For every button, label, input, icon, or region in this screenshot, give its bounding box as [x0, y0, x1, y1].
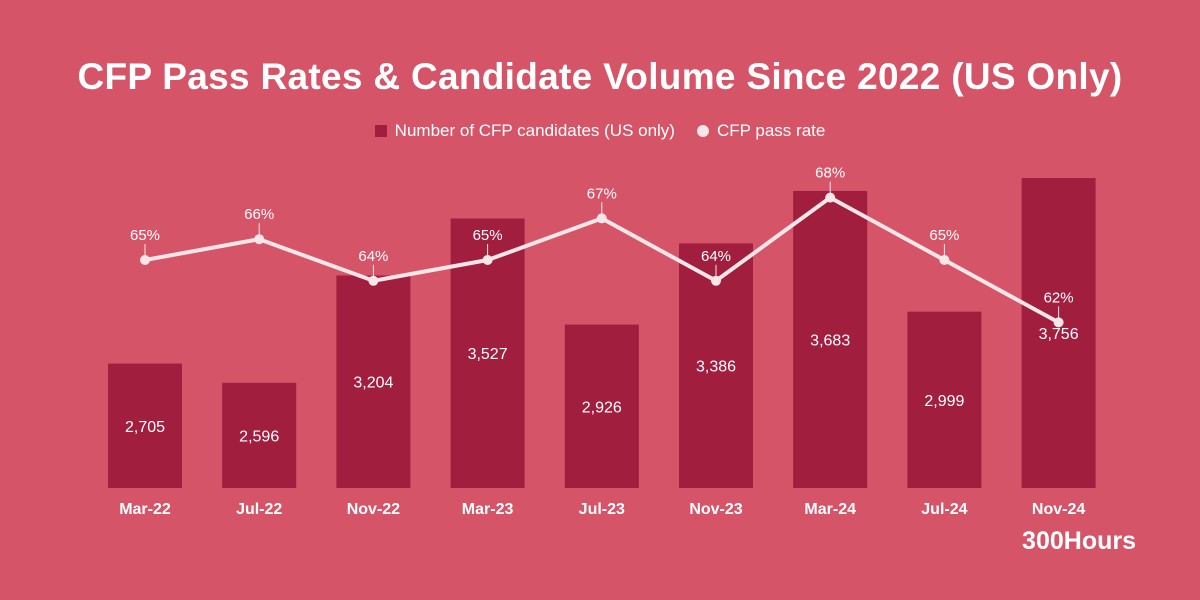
bar	[907, 311, 982, 488]
x-tick-label: Mar-22	[119, 501, 171, 518]
pass-rate-point	[254, 234, 265, 245]
pass-rate-label: 64%	[701, 248, 731, 265]
x-tick-label: Nov-23	[689, 501, 742, 518]
pass-rate-point	[482, 255, 493, 265]
pass-rate-label: 64%	[358, 248, 388, 265]
pass-rate-label: 66%	[244, 206, 274, 223]
bar-value-label: 2,596	[239, 428, 279, 445]
x-tick-label: Jul-23	[579, 501, 625, 518]
bar-value-label: 3,683	[810, 332, 850, 349]
bar-value-label: 3,204	[353, 375, 393, 392]
legend-bar-swatch	[374, 125, 387, 137]
bar	[1021, 178, 1096, 489]
legend: Number of CFP candidates (US only) CFP p…	[0, 121, 1200, 141]
pass-rate-point	[140, 255, 150, 265]
pass-rate-point	[368, 275, 379, 286]
x-tick-label: Jul-22	[236, 501, 282, 518]
pass-rate-label: 65%	[929, 227, 959, 244]
bar	[793, 190, 868, 488]
bar-value-label: 2,999	[924, 393, 964, 410]
pass-rate-point	[596, 213, 607, 224]
bar	[336, 275, 411, 488]
x-tick-label: Mar-23	[462, 501, 514, 518]
bar-value-label: 3,527	[468, 346, 508, 363]
pass-rate-label: 67%	[587, 185, 617, 202]
chart-title: CFP Pass Rates & Candidate Volume Since …	[77, 56, 1123, 97]
x-tick-label: Jul-24	[921, 501, 967, 518]
legend-line-swatch	[696, 125, 709, 137]
x-tick-label: Mar-24	[804, 501, 856, 518]
bar-value-label: 3,386	[696, 359, 736, 376]
pass-rate-label: 65%	[473, 227, 503, 244]
bar-value-label: 3,756	[1039, 326, 1079, 343]
bar-value-label: 2,705	[125, 419, 165, 436]
brand-logo: 300Hours	[1022, 527, 1136, 555]
pass-rate-label: 65%	[130, 227, 160, 244]
pass-rate-point	[825, 192, 836, 203]
bar	[564, 324, 639, 488]
bar	[222, 382, 297, 488]
x-tick-label: Nov-24	[1032, 501, 1085, 518]
x-tick-label: Nov-22	[347, 501, 400, 518]
legend-bar-label: Number of CFP candidates (US only)	[394, 121, 675, 140]
bar-value-label: 2,926	[582, 399, 622, 416]
pass-rate-point	[939, 255, 950, 265]
pass-rate-point	[1053, 317, 1064, 328]
bar	[108, 363, 182, 488]
pass-rate-label: 62%	[1044, 289, 1074, 306]
legend-line-label: CFP pass rate	[716, 121, 826, 140]
pass-rate-point	[711, 275, 721, 286]
pass-rate-label: 68%	[815, 165, 845, 182]
